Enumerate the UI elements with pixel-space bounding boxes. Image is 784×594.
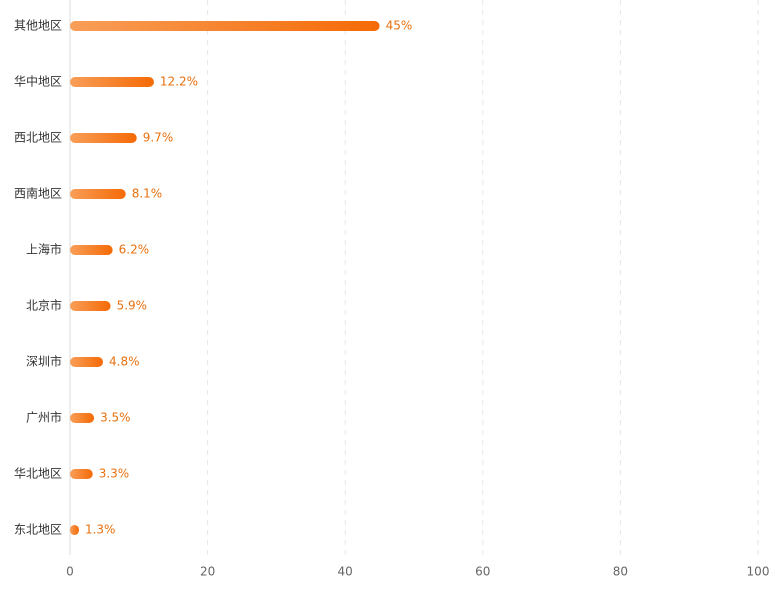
value-label: 5.9% [117,299,148,313]
y-tick-label: 西北地区 [14,131,62,145]
value-label: 6.2% [119,243,150,257]
x-tick-label: 100 [747,565,770,579]
bar [70,469,93,479]
value-label: 1.3% [85,523,116,537]
y-tick-label: 上海市 [26,242,62,257]
bar [70,301,111,311]
y-tick-label: 东北地区 [14,523,62,537]
bar [70,357,104,367]
y-tick-label: 华中地区 [14,74,62,89]
bar [70,245,113,255]
bar [70,133,137,143]
x-tick-label: 20 [200,565,215,579]
value-label: 45% [386,19,413,33]
value-label: 3.3% [99,467,130,481]
value-label: 8.1% [132,187,163,201]
y-tick-label: 西南地区 [14,186,62,201]
y-tick-label: 其他地区 [14,19,62,33]
y-tick-label: 北京市 [26,298,62,313]
y-tick-label: 华北地区 [14,467,62,481]
bar [70,189,126,199]
bar [70,525,79,535]
x-tick-label: 80 [613,565,628,579]
y-tick-label: 广州市 [26,410,62,425]
value-label: 12.2% [160,75,198,89]
value-label: 3.5% [100,411,131,425]
x-tick-label: 0 [66,565,74,579]
bar [70,21,380,31]
value-label: 4.8% [109,355,140,369]
x-tick-label: 60 [475,565,490,579]
y-tick-label: 深圳市 [26,354,62,369]
bar [70,413,95,423]
x-tick-label: 40 [338,565,353,579]
bar [70,77,154,87]
value-label: 9.7% [143,131,174,145]
